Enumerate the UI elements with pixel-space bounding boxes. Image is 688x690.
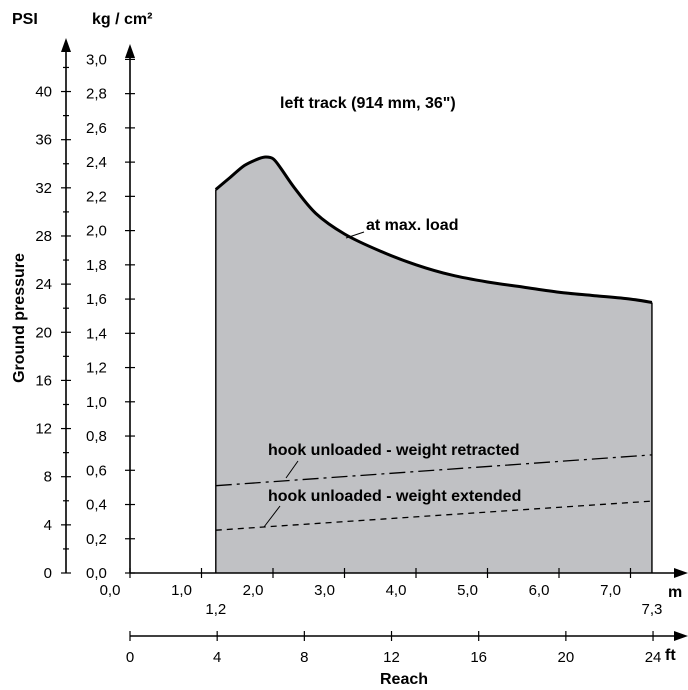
meter-axis-arrow-icon xyxy=(674,568,688,578)
leader-weight-extended xyxy=(263,505,281,528)
leader-max-load xyxy=(345,231,365,239)
meter-extra-label: 1,2 xyxy=(205,601,226,618)
kg-tick-label: 0,8 xyxy=(86,428,107,445)
kg-tick-label: 1,6 xyxy=(86,291,107,308)
psi-unit-label: PSI xyxy=(12,11,38,28)
x-axis-title: Reach xyxy=(380,671,428,688)
kg-tick-label: 0,2 xyxy=(86,531,107,548)
meter-tick-label: 5,0 xyxy=(457,582,478,599)
psi-tick-label: 0 xyxy=(44,565,52,582)
tick-labels: 04812162024283236400,00,20,40,60,81,01,2… xyxy=(35,51,662,666)
y-axis-title: Ground pressure xyxy=(11,253,28,383)
feet-tick-label: 24 xyxy=(645,649,662,666)
series-line-max-load xyxy=(214,155,653,304)
tick-marks xyxy=(61,58,654,641)
kg-tick-label: 0,0 xyxy=(86,565,107,582)
feet-tick-label: 4 xyxy=(213,649,221,666)
kg-tick-label: 3,0 xyxy=(86,51,107,68)
meter-tick-label: 6,0 xyxy=(529,582,550,599)
chart-title: left track (914 mm, 36") xyxy=(280,95,456,112)
kg-tick-label: 0,6 xyxy=(86,462,107,479)
feet-tick-label: 16 xyxy=(470,649,487,666)
meter-tick-label: 3,0 xyxy=(314,582,335,599)
series-line-weight-extended xyxy=(215,500,652,531)
psi-tick-label: 8 xyxy=(44,469,52,486)
feet-tick-label: 20 xyxy=(558,649,575,666)
meter-extra-label: 7,3 xyxy=(642,601,663,618)
psi-tick-label: 4 xyxy=(44,517,52,534)
kg-unit-label: kg / cm² xyxy=(92,11,152,28)
kg-tick-label: 2,2 xyxy=(86,188,107,205)
feet-tick-label: 12 xyxy=(383,649,400,666)
psi-axis-arrow-icon xyxy=(61,38,71,52)
psi-tick-label: 32 xyxy=(35,180,52,197)
feet-tick-label: 0 xyxy=(126,649,134,666)
kg-axis-arrow-icon xyxy=(125,44,135,58)
meter-tick-label: 0,0 xyxy=(100,582,121,599)
series-label-weight-extended: hook unloaded - weight extended xyxy=(268,488,521,505)
leader-weight-retracted xyxy=(285,460,299,479)
kg-tick-label: 1,0 xyxy=(86,394,107,411)
psi-tick-label: 28 xyxy=(35,228,52,245)
meter-unit-label: m xyxy=(668,584,682,601)
psi-tick-label: 24 xyxy=(35,276,52,293)
kg-tick-label: 2,8 xyxy=(86,86,107,103)
feet-axis-arrow-icon xyxy=(674,631,688,641)
psi-tick-label: 36 xyxy=(35,132,52,149)
kg-tick-label: 1,2 xyxy=(86,360,107,377)
kg-tick-label: 1,4 xyxy=(86,325,107,342)
kg-tick-label: 2,0 xyxy=(86,223,107,240)
psi-tick-label: 40 xyxy=(35,84,52,101)
psi-tick-label: 16 xyxy=(35,372,52,389)
meter-tick-label: 7,0 xyxy=(600,582,621,599)
feet-unit-label: ft xyxy=(665,647,676,664)
meter-tick-label: 1,0 xyxy=(171,582,192,599)
max-load-area xyxy=(215,157,652,573)
meter-tick-label: 4,0 xyxy=(386,582,407,599)
series-label-max-load: at max. load xyxy=(366,217,458,234)
psi-tick-label: 20 xyxy=(35,324,52,341)
kg-tick-label: 2,6 xyxy=(86,120,107,137)
kg-tick-label: 2,4 xyxy=(86,154,107,171)
kg-tick-label: 1,8 xyxy=(86,257,107,274)
series-line-weight-retracted xyxy=(215,454,652,487)
series-label-weight-retracted: hook unloaded - weight retracted xyxy=(268,442,520,459)
kg-tick-label: 0,4 xyxy=(86,497,107,514)
psi-tick-label: 12 xyxy=(35,421,52,438)
meter-tick-label: 2,0 xyxy=(243,582,264,599)
feet-tick-label: 8 xyxy=(300,649,308,666)
